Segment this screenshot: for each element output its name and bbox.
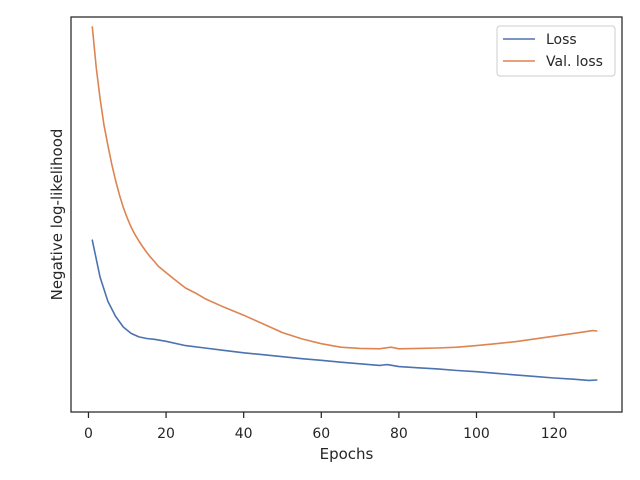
x-tick-label: 20 <box>157 426 175 442</box>
series-layer <box>91 26 598 382</box>
plot-area <box>70 16 623 413</box>
x-axis-label: Epochs <box>320 445 374 463</box>
series-line-1 <box>91 239 598 382</box>
x-tick-label: 40 <box>235 426 253 442</box>
x-tick-label: 80 <box>390 426 408 442</box>
x-tick-label: 100 <box>463 426 490 442</box>
x-tick-label: 60 <box>312 426 330 442</box>
y-axis-label: Negative log-likelihood <box>48 129 66 301</box>
x-axis: 0 20 40 60 80 100 120 <box>84 412 567 442</box>
legend: Loss Val. loss <box>496 25 616 77</box>
series-line-2 <box>91 26 598 350</box>
legend-label-2: Val. loss <box>546 54 603 70</box>
x-tick-label: 0 <box>84 426 93 442</box>
x-tick-label: 120 <box>541 426 568 442</box>
legend-label-1: Loss <box>546 32 577 48</box>
